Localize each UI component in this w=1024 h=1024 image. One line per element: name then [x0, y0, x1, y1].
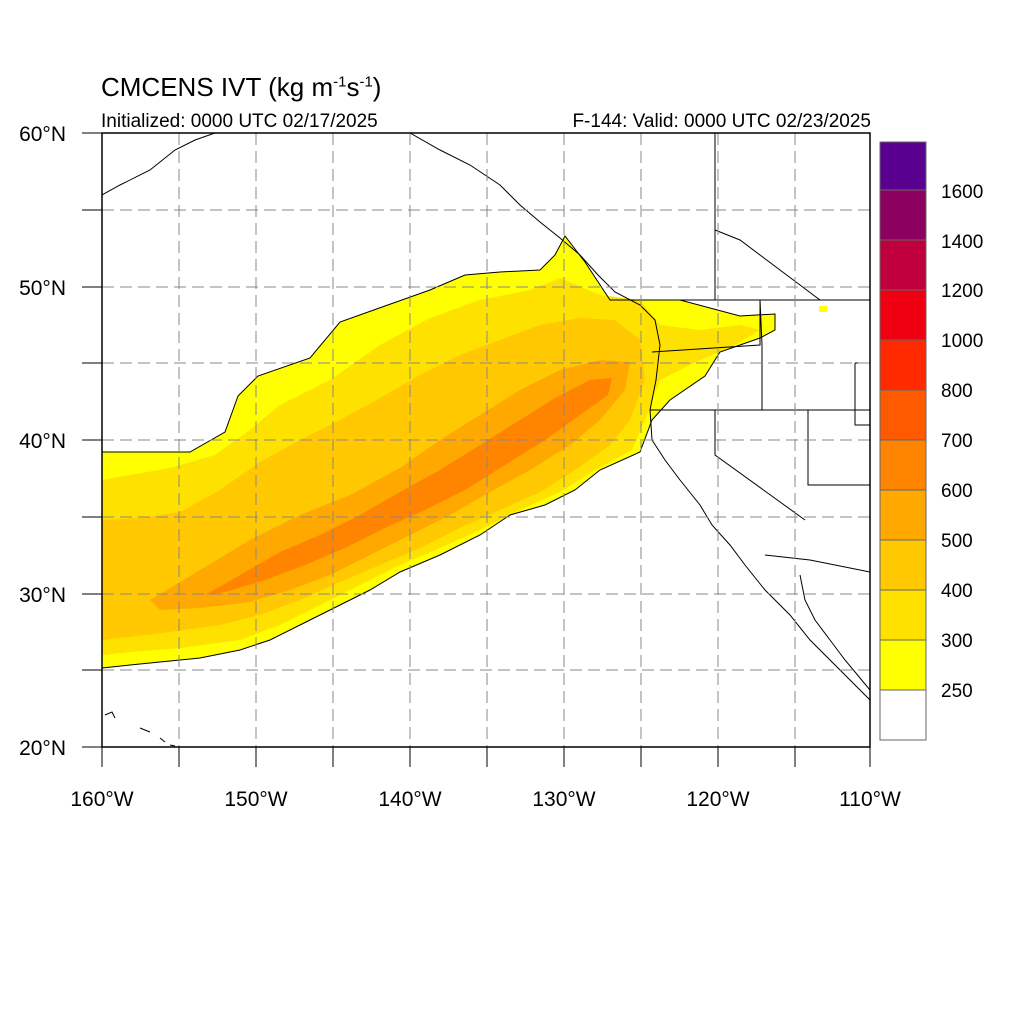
lon-label-130: 130°W [532, 788, 595, 811]
colorbar-box [879, 439, 927, 491]
border-state-wa-or [651, 300, 761, 353]
colorbar-label-1200: 1200 [941, 281, 983, 302]
colorbar-box [879, 639, 927, 691]
lon-label-140: 140°W [378, 788, 441, 811]
colorbar-box [879, 689, 927, 741]
lat-label-20: 20°N [19, 737, 66, 760]
colorbar-box [879, 539, 927, 591]
border-mt [854, 362, 870, 426]
colorbar-label-600: 600 [941, 481, 973, 502]
border-nv-ut [807, 410, 870, 486]
coastline-baja-east [799, 574, 870, 691]
init-time: Initialized: 0000 UTC 02/17/2025 [101, 111, 378, 132]
lon-label-160: 160°W [70, 788, 133, 811]
ivt-spot [819, 306, 827, 312]
colorbar-label-300: 300 [941, 631, 973, 652]
colorbar-label-1400: 1400 [941, 232, 983, 253]
colorbar-box [879, 239, 927, 291]
colorbar-label-500: 500 [941, 531, 973, 552]
coastlines [102, 133, 870, 747]
ivt-band-600 [205, 378, 612, 595]
map-title: CMCENS IVT (kg m-1s-1) [101, 72, 382, 102]
colorbar-box [879, 339, 927, 391]
lon-label-110: 110°W [839, 788, 901, 811]
lat-label-60: 60°N [19, 123, 66, 146]
colorbar-label-700: 700 [941, 431, 973, 452]
valid-time: F-144: Valid: 0000 UTC 02/23/2025 [572, 111, 871, 132]
axis-ticks [82, 132, 871, 767]
grid-lines [102, 133, 870, 747]
coastline-alaska [102, 133, 216, 196]
border-us-mexico [764, 554, 870, 573]
coastline-canada-inland [714, 229, 860, 301]
colorbar-label-1000: 1000 [941, 331, 983, 352]
colorbar-label-250: 250 [941, 681, 973, 702]
colorbar-box [879, 141, 927, 191]
lon-label-150: 150°W [224, 788, 287, 811]
colorbar-box [879, 489, 927, 541]
colorbar-box [879, 589, 927, 641]
lat-label-30: 30°N [19, 584, 66, 607]
coastline-north-america [409, 133, 870, 701]
colorbar-box [879, 389, 927, 441]
colorbar-label-1600: 1600 [941, 182, 983, 203]
lat-label-40: 40°N [19, 430, 66, 453]
colorbar-box [879, 189, 927, 241]
ivt-field [102, 235, 827, 669]
colorbar-labels: 1600 1400 1200 1000 800 700 600 500 400 … [941, 182, 983, 702]
coastline-hawaii [104, 711, 176, 747]
border-ca-nv [714, 410, 806, 521]
lat-label-50: 50°N [19, 277, 66, 300]
border-id [759, 299, 763, 410]
colorbar-label-400: 400 [941, 581, 973, 602]
colorbar-box [879, 289, 927, 341]
colorbar-label-800: 800 [941, 381, 973, 402]
colorbar [879, 141, 927, 741]
ivt-band-500 [150, 360, 630, 610]
lon-label-120: 120°W [686, 788, 749, 811]
